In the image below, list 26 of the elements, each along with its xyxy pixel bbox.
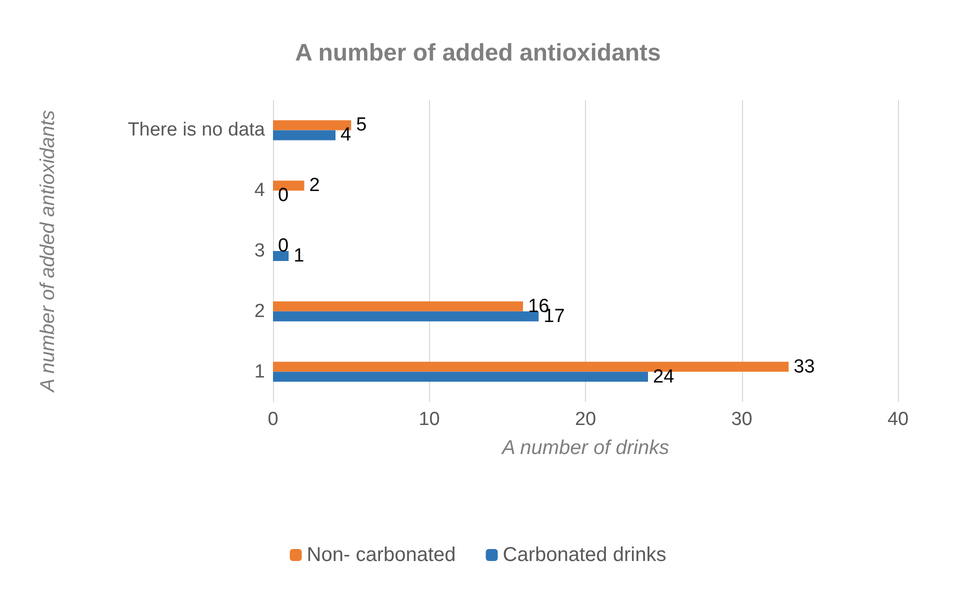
x-axis-title: A number of drinks [500, 437, 670, 459]
x-tick-label: 0 [268, 409, 278, 430]
legend-label: Non- carbonated [306, 544, 456, 566]
data-label: 2 [309, 175, 320, 196]
data-label: 1 [294, 246, 304, 266]
data-label: 33 [794, 356, 815, 378]
data-label: 5 [356, 114, 367, 136]
bar [273, 130, 336, 140]
y-tick-label: 3 [254, 240, 265, 262]
y-tick-label: 2 [254, 300, 265, 322]
y-tick-label: 1 [254, 361, 265, 382]
data-label: 24 [653, 366, 675, 388]
x-tick-label: 40 [887, 409, 909, 430]
x-tick-label: 20 [574, 409, 596, 430]
y-tick-label: There is no data [128, 120, 266, 141]
x-tick-label: 10 [418, 409, 440, 430]
bar [273, 372, 648, 382]
y-tick-label: 4 [254, 180, 266, 202]
bar [273, 311, 539, 322]
y-axis-title: A number of added antioxidants [37, 110, 59, 393]
legend-label: Carbonated drinks [502, 544, 666, 566]
chart-title: A number of added antioxidants [295, 40, 661, 66]
x-tick-label: 30 [731, 409, 752, 430]
bar [273, 301, 523, 312]
data-label: 4 [340, 124, 352, 146]
data-label: 0 [278, 185, 289, 206]
